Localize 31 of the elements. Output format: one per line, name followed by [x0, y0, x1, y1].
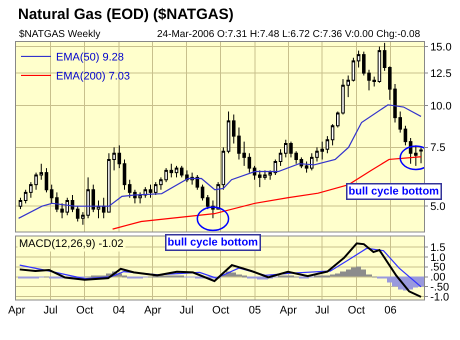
chart-title: Natural Gas (EOD) ($NATGAS) — [18, 6, 234, 23]
y-tick-label: .50 — [430, 262, 446, 274]
x-tick-label: Oct — [76, 304, 94, 317]
y-tick-label: 1.0 — [430, 252, 446, 264]
y-tick-label: 1.5 — [430, 242, 446, 254]
x-tick-label: Apr — [8, 304, 26, 317]
y-tick-label: 15.0 — [430, 42, 452, 54]
x-tick-label: 05 — [248, 304, 262, 317]
x-tick-label: Jul — [315, 304, 330, 317]
y-tick-label: -.50 — [430, 281, 450, 294]
y-tick-label: .00 — [430, 272, 446, 284]
x-tick-label: Apr — [144, 304, 162, 317]
annotation: bull cycle bottom — [168, 236, 258, 248]
text: $NATGAS Weekly — [19, 29, 100, 40]
legend-label: EMA(200) 7.03 — [56, 70, 130, 83]
text: 24-Mar-2006 O:7.31 H:7.48 L:6.72 C:7.36 V:0.00 Chg:-0.08 — [157, 29, 421, 40]
y-tick-label: 7.5 — [430, 142, 446, 154]
y-tick-label: 5.0 — [430, 201, 446, 214]
annotation: bull cycle bottom — [348, 186, 440, 198]
y-tick-label: 12.5 — [430, 68, 452, 80]
x-tick-label: Apr — [280, 304, 298, 317]
x-tick-label: Jul — [180, 304, 194, 317]
y-tick-label: 10.0 — [430, 100, 452, 112]
legend-label: EMA(50) 9.28 — [56, 52, 124, 64]
x-tick-label: Oct — [212, 304, 230, 317]
x-tick-label: 06 — [384, 304, 397, 317]
x-tick-label: Oct — [348, 304, 365, 317]
x-tick-label: 04 — [112, 304, 126, 317]
y-tick-label: -1.0 — [430, 291, 450, 304]
x-tick-label: Jul — [44, 304, 58, 317]
chart-title: MACD(12,26,9) -1.02 — [19, 238, 124, 250]
